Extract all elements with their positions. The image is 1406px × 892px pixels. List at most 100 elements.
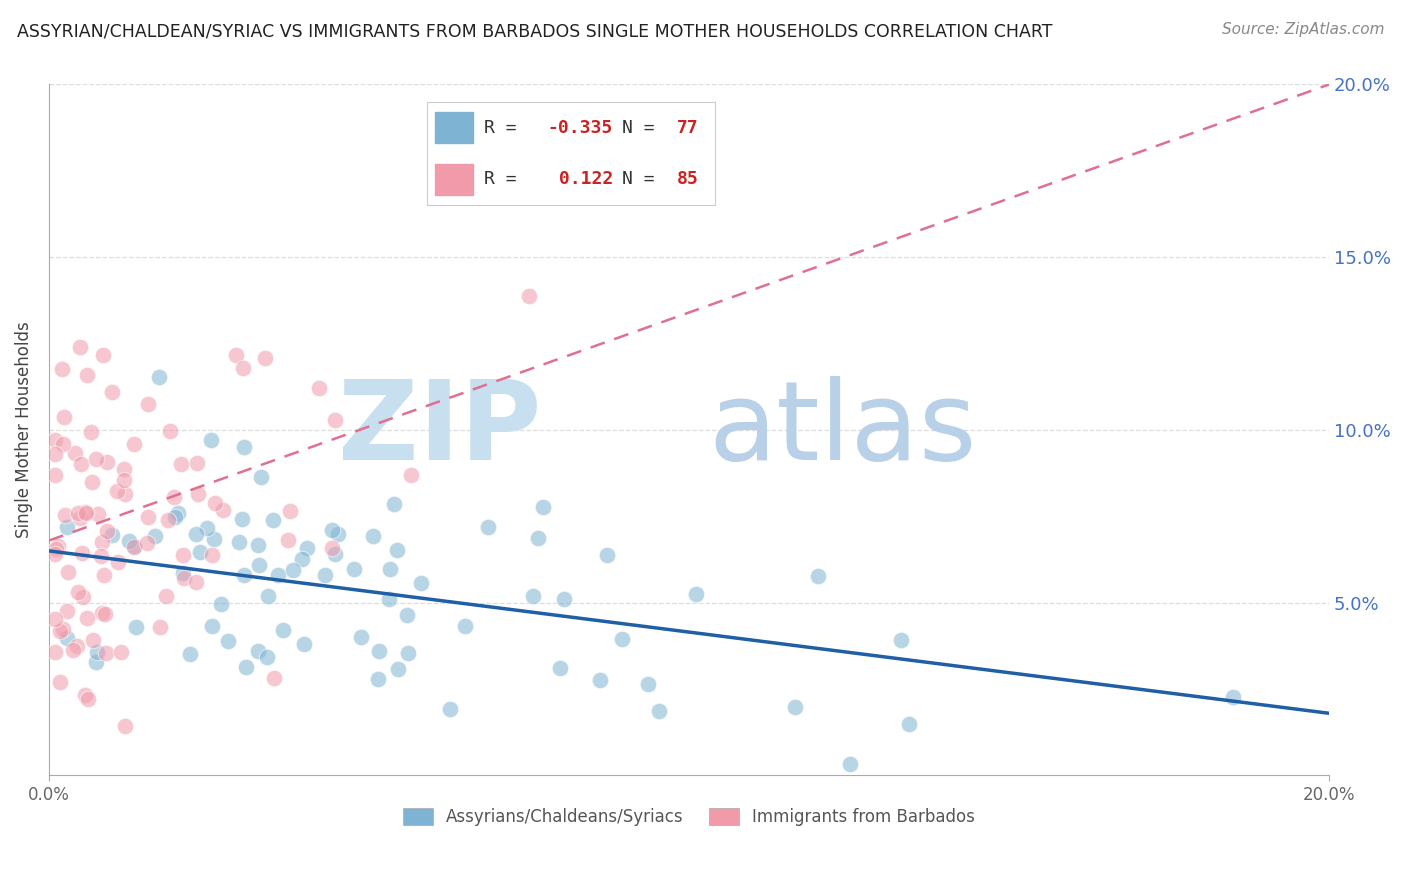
Point xyxy=(517,289,540,303)
Point xyxy=(256,650,278,665)
Point xyxy=(321,541,343,555)
Point xyxy=(377,592,399,607)
Point xyxy=(396,646,419,660)
Point xyxy=(343,562,366,576)
Point xyxy=(52,437,75,451)
Point xyxy=(45,541,67,556)
Point xyxy=(195,521,218,535)
Point xyxy=(257,589,280,603)
Point xyxy=(637,676,659,690)
Point xyxy=(112,461,135,475)
Point xyxy=(135,536,157,550)
Point xyxy=(249,558,271,572)
Point xyxy=(387,662,409,676)
Point xyxy=(93,567,115,582)
Point xyxy=(186,457,208,471)
Point xyxy=(125,620,148,634)
Point xyxy=(200,434,222,448)
Point xyxy=(44,612,66,626)
Point xyxy=(439,702,461,716)
Point xyxy=(235,660,257,674)
Point xyxy=(367,644,389,658)
Point xyxy=(76,692,98,706)
Point xyxy=(67,584,90,599)
Point xyxy=(70,546,93,560)
Point xyxy=(124,541,146,555)
Point xyxy=(550,661,572,675)
Point xyxy=(262,513,284,527)
Point xyxy=(55,519,77,533)
Point xyxy=(114,487,136,501)
Point xyxy=(91,348,114,362)
Point xyxy=(187,487,209,501)
Point xyxy=(101,384,124,399)
Point xyxy=(163,490,186,504)
Point xyxy=(295,541,318,555)
Point xyxy=(281,563,304,577)
Point xyxy=(184,575,207,590)
Point xyxy=(170,457,193,471)
Point xyxy=(44,467,66,482)
Point xyxy=(553,591,575,606)
Point xyxy=(101,528,124,542)
Point xyxy=(273,623,295,637)
Point xyxy=(96,454,118,468)
Point xyxy=(212,503,235,517)
Point xyxy=(188,545,211,559)
Point xyxy=(595,548,617,562)
Point xyxy=(308,381,330,395)
Point xyxy=(62,642,84,657)
Point xyxy=(184,527,207,541)
Point xyxy=(385,542,408,557)
Point xyxy=(610,632,633,646)
Point xyxy=(69,510,91,524)
Point xyxy=(136,510,159,524)
Point xyxy=(321,523,343,537)
Point xyxy=(890,632,912,647)
Point xyxy=(526,531,548,545)
Point xyxy=(107,556,129,570)
Point xyxy=(363,529,385,543)
Point xyxy=(105,484,128,499)
Point xyxy=(225,348,247,362)
Point xyxy=(838,756,860,771)
Point xyxy=(44,447,66,461)
Point xyxy=(232,361,254,376)
Point xyxy=(148,620,170,634)
Point xyxy=(522,589,544,603)
Text: ZIP: ZIP xyxy=(339,376,541,483)
Point xyxy=(204,495,226,509)
Point xyxy=(783,700,806,714)
Point xyxy=(143,529,166,543)
Point xyxy=(94,646,117,660)
Point xyxy=(90,535,112,549)
Point xyxy=(533,500,555,514)
Point xyxy=(217,634,239,648)
Point xyxy=(685,587,707,601)
Point xyxy=(56,566,79,580)
Point xyxy=(82,632,104,647)
Point xyxy=(66,506,89,520)
Point xyxy=(228,535,250,549)
Point xyxy=(254,351,277,366)
Point xyxy=(49,624,72,638)
Point xyxy=(263,671,285,685)
Point xyxy=(90,549,112,563)
Point xyxy=(44,548,66,562)
Point xyxy=(46,540,69,554)
Text: Source: ZipAtlas.com: Source: ZipAtlas.com xyxy=(1222,22,1385,37)
Point xyxy=(94,607,117,621)
Point xyxy=(277,533,299,548)
Point xyxy=(201,549,224,563)
Point xyxy=(148,370,170,384)
Point xyxy=(172,566,194,581)
Point xyxy=(280,504,302,518)
Point xyxy=(76,368,98,383)
Point xyxy=(246,538,269,552)
Point xyxy=(233,567,256,582)
Point xyxy=(87,507,110,521)
Point xyxy=(73,688,96,702)
Point xyxy=(44,434,66,448)
Point xyxy=(44,645,66,659)
Point xyxy=(167,506,190,520)
